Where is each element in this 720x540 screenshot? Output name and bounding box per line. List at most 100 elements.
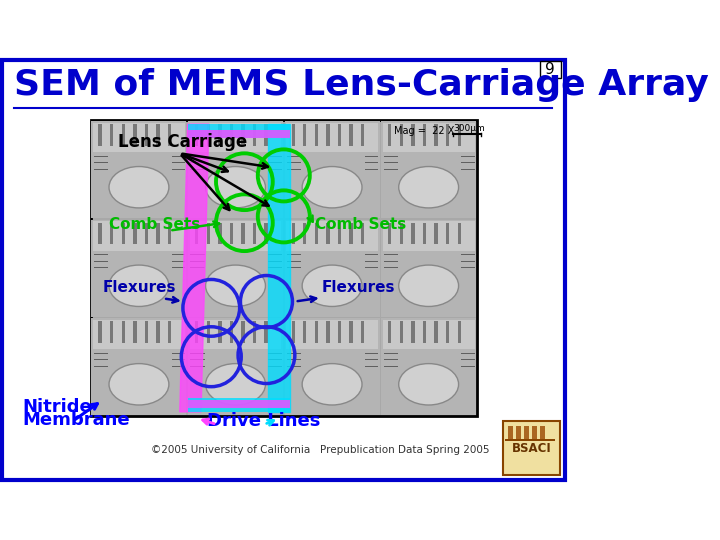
Bar: [269, 359, 282, 360]
Bar: [462, 156, 475, 157]
Text: Drive Lines: Drive Lines: [207, 412, 320, 430]
Bar: [190, 359, 205, 360]
Bar: [338, 321, 341, 343]
Bar: [269, 168, 282, 170]
Bar: [365, 162, 379, 163]
Bar: [172, 162, 185, 163]
Bar: [287, 168, 302, 170]
Ellipse shape: [206, 265, 266, 307]
Bar: [287, 366, 302, 367]
Bar: [188, 121, 283, 218]
Bar: [365, 156, 379, 157]
Text: Lens Carriage: Lens Carriage: [118, 133, 248, 151]
Bar: [133, 124, 137, 146]
Bar: [172, 366, 185, 367]
Text: Comb Sets: Comb Sets: [109, 217, 200, 232]
Bar: [411, 222, 415, 245]
Bar: [168, 124, 171, 146]
Bar: [156, 321, 160, 343]
Bar: [94, 254, 108, 255]
Bar: [458, 222, 461, 245]
Bar: [446, 124, 449, 146]
Bar: [264, 222, 268, 245]
Bar: [122, 321, 125, 343]
Bar: [264, 321, 268, 343]
Bar: [269, 261, 282, 262]
Bar: [388, 321, 392, 343]
Bar: [172, 156, 185, 157]
Bar: [462, 261, 475, 262]
Bar: [287, 254, 302, 255]
Bar: [365, 366, 379, 367]
Bar: [188, 400, 290, 408]
Bar: [189, 123, 282, 152]
Bar: [145, 321, 148, 343]
Bar: [91, 121, 186, 218]
Bar: [110, 124, 113, 146]
Bar: [218, 321, 222, 343]
Bar: [91, 120, 477, 416]
Bar: [434, 321, 438, 343]
Bar: [190, 162, 205, 163]
Bar: [423, 321, 426, 343]
Bar: [156, 222, 160, 245]
Bar: [190, 168, 205, 170]
Bar: [284, 318, 379, 415]
Bar: [540, 426, 545, 438]
Bar: [462, 366, 475, 367]
Bar: [462, 267, 475, 268]
Bar: [190, 254, 205, 255]
Bar: [349, 321, 353, 343]
Ellipse shape: [302, 166, 362, 208]
Bar: [524, 426, 529, 438]
Bar: [287, 156, 302, 157]
Bar: [384, 156, 398, 157]
Bar: [400, 124, 403, 146]
Bar: [189, 221, 282, 251]
Bar: [384, 267, 398, 268]
Bar: [94, 267, 108, 268]
Bar: [462, 254, 475, 255]
Ellipse shape: [109, 166, 169, 208]
Bar: [411, 321, 415, 343]
Bar: [287, 261, 302, 262]
Polygon shape: [268, 124, 290, 412]
Bar: [384, 366, 398, 367]
Text: Comb Sets: Comb Sets: [315, 217, 407, 232]
Bar: [241, 124, 245, 146]
Bar: [207, 222, 210, 245]
Ellipse shape: [399, 363, 459, 405]
Bar: [365, 353, 379, 354]
Ellipse shape: [399, 166, 459, 208]
Bar: [365, 168, 379, 170]
Bar: [99, 124, 102, 146]
Bar: [269, 366, 282, 367]
Bar: [286, 221, 378, 251]
Bar: [218, 222, 222, 245]
Bar: [91, 318, 186, 415]
Text: Mag =  22 X: Mag = 22 X: [394, 126, 454, 136]
Bar: [110, 321, 113, 343]
Bar: [94, 261, 108, 262]
Bar: [253, 222, 256, 245]
Bar: [381, 318, 476, 415]
Bar: [458, 124, 461, 146]
Bar: [434, 222, 438, 245]
Bar: [189, 320, 282, 349]
Bar: [384, 359, 398, 360]
Bar: [195, 222, 198, 245]
Bar: [381, 121, 476, 218]
Bar: [172, 261, 185, 262]
Bar: [508, 426, 513, 438]
Bar: [326, 321, 330, 343]
Bar: [383, 123, 474, 152]
Bar: [383, 320, 474, 349]
Bar: [94, 156, 108, 157]
Bar: [269, 156, 282, 157]
Bar: [94, 353, 108, 354]
Bar: [516, 426, 521, 438]
Bar: [218, 124, 222, 146]
Bar: [365, 359, 379, 360]
Bar: [94, 162, 108, 163]
Bar: [188, 130, 290, 138]
